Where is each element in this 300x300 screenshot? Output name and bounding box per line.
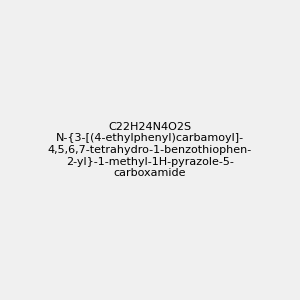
Text: C22H24N4O2S
N-{3-[(4-ethylphenyl)carbamoyl]-
4,5,6,7-tetrahydro-1-benzothiophen-: C22H24N4O2S N-{3-[(4-ethylphenyl)carbamo… [48,122,252,178]
